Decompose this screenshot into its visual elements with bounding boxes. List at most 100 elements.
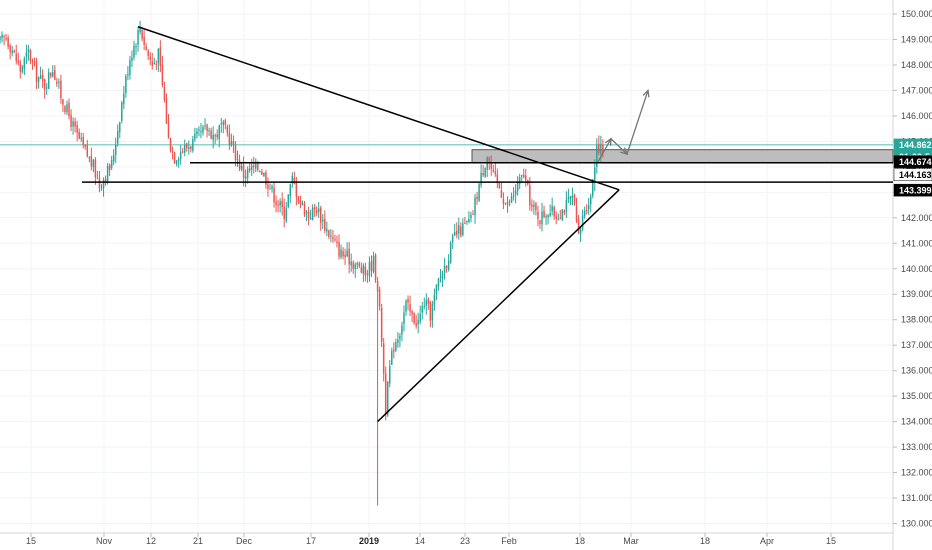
candle-body [539,220,541,224]
candle-body [419,313,421,322]
candle-body [141,29,143,39]
candle-body [535,203,537,211]
candle-body [425,300,428,306]
candle-body [226,126,229,133]
y-tick-label: 137.000 [901,340,932,350]
candle-body [131,57,133,61]
candle-body [92,160,95,167]
candle-body [210,130,212,139]
x-tick-label: 14 [415,536,425,546]
candle-body [106,166,109,184]
candle-body [68,102,70,117]
candle-body [565,199,568,212]
candle-body [328,230,330,237]
y-tick-label: 149.000 [901,34,932,44]
candle-body [273,187,275,203]
candle-body [5,38,7,40]
candle-body [598,143,600,153]
candle-body [190,146,192,149]
candle-body [212,134,214,141]
candle-body [409,304,411,312]
candle-body [297,196,300,202]
price-tag-bg [893,168,932,181]
candle-body [161,64,164,86]
candle-body [125,76,127,94]
candle-body [52,71,54,77]
candle-body [39,75,42,79]
y-tick-label: 138.000 [901,315,932,325]
candle-body [277,204,279,206]
candle-body [531,204,533,207]
candle-body [490,161,493,169]
candle-body [275,201,277,205]
projection-arrow[interactable] [597,89,650,163]
candle-body [525,175,527,181]
projection-path[interactable] [597,90,649,163]
candle-body [334,239,336,241]
candle-body [143,36,145,45]
candle-body [338,242,340,257]
candle-body [84,144,87,147]
candle-body [90,155,93,167]
trendline-drawings[interactable] [82,26,893,423]
candle-body [468,218,470,223]
candle-body [66,104,68,113]
price-axis[interactable]: 150.000149.000148.000147.000146.000145.0… [893,9,932,529]
candle-body [399,335,401,339]
candle-body [512,195,515,197]
wedge-upper-trendline[interactable] [137,26,620,191]
candle-body [19,63,22,72]
candle-body [58,82,60,84]
candle-body [407,299,409,303]
candle-body [474,197,476,216]
candle-body [261,171,263,175]
candle-body [332,237,334,239]
candle-body [342,251,344,257]
candle-body [376,280,379,292]
candle-body [352,262,354,269]
candle-body [234,145,237,160]
candle-body [165,98,168,124]
x-tick-label: 21 [193,536,203,546]
candle-body [577,219,580,234]
price-tag-label: 144.862 [899,140,932,150]
candle-body [50,72,52,76]
candle-body [263,172,265,176]
candle-body [405,300,407,312]
candle-body [102,179,105,188]
candle-body [319,207,322,223]
candle-body [516,182,519,192]
candle-body [188,147,190,149]
candle-body [163,86,166,100]
candle-body [449,242,452,263]
candle-body [575,206,578,222]
candle-body [47,72,50,89]
candle-body [31,60,34,62]
candle-body [228,133,231,146]
candle-body [240,165,243,170]
candle-body [384,373,387,416]
candle-body [222,122,225,125]
candle-body [167,122,170,137]
candle-body [17,60,20,64]
candle-body [366,273,369,275]
candle-body [192,139,194,151]
candle-body [218,125,220,139]
candle-body [326,228,328,232]
candle-body [551,205,553,212]
time-axis[interactable]: 15 Nov 12 21 Dec 17 2019 14 23 Feb 18 Mar 18 Apr 15 [26,533,836,546]
projection-arrowhead-3 [642,89,650,98]
candle-body [214,135,216,137]
candle-body [496,174,499,182]
candle-body [431,303,434,321]
candle-body [94,159,97,178]
wedge-lower-trendline[interactable] [377,189,620,423]
x-tick-label: 17 [306,536,316,546]
candle-body [514,190,517,195]
candle-body [596,145,598,167]
candle-body [587,204,590,210]
candle-body [13,50,15,52]
candle-body [202,127,204,133]
